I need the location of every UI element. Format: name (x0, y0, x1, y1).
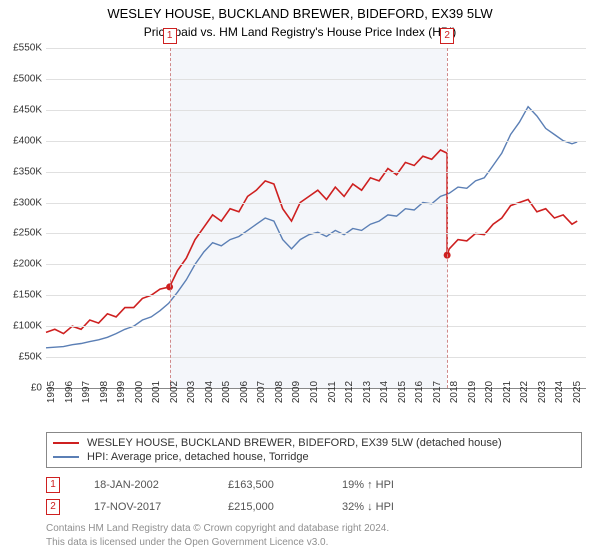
legend-row: HPI: Average price, detached house, Torr… (53, 450, 575, 464)
gridline (46, 264, 586, 265)
gridline (46, 110, 586, 111)
series-line (447, 200, 577, 256)
gridline (46, 79, 586, 80)
gridline (46, 203, 586, 204)
line-canvas (46, 48, 586, 388)
legend-label: WESLEY HOUSE, BUCKLAND BREWER, BIDEFORD,… (87, 437, 502, 449)
x-tick-label: 2020 (484, 381, 495, 403)
gridline (46, 141, 586, 142)
sale-marker-line (447, 48, 448, 388)
y-tick-label: £500K (13, 73, 42, 84)
x-tick-label: 2021 (502, 381, 513, 403)
legend-swatch (53, 442, 79, 444)
x-tick-label: 2008 (274, 381, 285, 403)
x-tick-label: 2013 (362, 381, 373, 403)
x-tick-label: 2015 (397, 381, 408, 403)
sales-row: 1 18-JAN-2002 £163,500 19% ↑ HPI (46, 474, 394, 496)
x-tick-label: 1996 (64, 381, 75, 403)
legend: WESLEY HOUSE, BUCKLAND BREWER, BIDEFORD,… (46, 432, 582, 468)
x-tick-label: 2025 (572, 381, 583, 403)
chart-area: 12 £0£50K£100K£150K£200K£250K£300K£350K£… (46, 48, 586, 418)
y-tick-label: £250K (13, 228, 42, 239)
x-tick-label: 2010 (309, 381, 320, 403)
x-tick-label: 2017 (432, 381, 443, 403)
x-tick-label: 2012 (344, 381, 355, 403)
chart-subtitle: Price paid vs. HM Land Registry's House … (0, 23, 600, 39)
chart-container: WESLEY HOUSE, BUCKLAND BREWER, BIDEFORD,… (0, 0, 600, 560)
footer-line-1: Contains HM Land Registry data © Crown c… (46, 522, 389, 536)
x-tick-label: 1995 (46, 381, 57, 403)
x-tick-label: 2002 (169, 381, 180, 403)
sales-delta: 19% ↑ HPI (342, 479, 394, 491)
sales-date: 17-NOV-2017 (94, 501, 194, 513)
sales-price: £163,500 (228, 479, 308, 491)
series-line (46, 150, 447, 334)
plot-region: 12 (46, 48, 586, 389)
x-tick-label: 2023 (537, 381, 548, 403)
x-tick-label: 1997 (81, 381, 92, 403)
x-tick-label: 2016 (414, 381, 425, 403)
gridline (46, 326, 586, 327)
y-tick-label: £200K (13, 259, 42, 270)
x-tick-label: 2024 (554, 381, 565, 403)
x-tick-label: 2003 (186, 381, 197, 403)
chart-title: WESLEY HOUSE, BUCKLAND BREWER, BIDEFORD,… (0, 0, 600, 23)
sales-price: £215,000 (228, 501, 308, 513)
x-tick-label: 2014 (379, 381, 390, 403)
sales-date: 18-JAN-2002 (94, 479, 194, 491)
y-tick-label: £100K (13, 321, 42, 332)
x-tick-label: 2011 (327, 381, 338, 403)
gridline (46, 295, 586, 296)
sales-delta: 32% ↓ HPI (342, 501, 394, 513)
y-tick-label: £550K (13, 43, 42, 54)
x-tick-label: 2022 (519, 381, 530, 403)
y-tick-label: £150K (13, 290, 42, 301)
gridline (46, 233, 586, 234)
sale-marker-line (170, 48, 171, 388)
sales-row: 2 17-NOV-2017 £215,000 32% ↓ HPI (46, 496, 394, 518)
x-tick-label: 2007 (256, 381, 267, 403)
x-tick-label: 2006 (239, 381, 250, 403)
footer-line-2: This data is licensed under the Open Gov… (46, 536, 389, 550)
y-tick-label: £400K (13, 135, 42, 146)
y-tick-label: £350K (13, 166, 42, 177)
y-tick-label: £50K (19, 352, 42, 363)
x-tick-label: 2009 (291, 381, 302, 403)
x-tick-label: 2000 (134, 381, 145, 403)
legend-row: WESLEY HOUSE, BUCKLAND BREWER, BIDEFORD,… (53, 436, 575, 450)
series-line (46, 107, 577, 348)
sales-marker: 2 (46, 499, 60, 515)
gridline (46, 172, 586, 173)
gridline (46, 48, 586, 49)
x-tick-label: 2004 (204, 381, 215, 403)
y-tick-label: £300K (13, 197, 42, 208)
y-tick-label: £0 (31, 383, 42, 394)
footer-attribution: Contains HM Land Registry data © Crown c… (46, 522, 389, 549)
sales-table: 1 18-JAN-2002 £163,500 19% ↑ HPI 2 17-NOV-201… (46, 474, 394, 518)
x-tick-label: 2001 (151, 381, 162, 403)
sales-marker: 1 (46, 477, 60, 493)
legend-swatch (53, 456, 79, 458)
sale-marker-box: 2 (440, 28, 454, 44)
x-tick-label: 1998 (99, 381, 110, 403)
x-tick-label: 2019 (467, 381, 478, 403)
x-tick-label: 2005 (221, 381, 232, 403)
x-tick-label: 2018 (449, 381, 460, 403)
gridline (46, 357, 586, 358)
sale-marker-box: 1 (163, 28, 177, 44)
y-tick-label: £450K (13, 104, 42, 115)
legend-label: HPI: Average price, detached house, Torr… (87, 451, 309, 463)
x-tick-label: 1999 (116, 381, 127, 403)
